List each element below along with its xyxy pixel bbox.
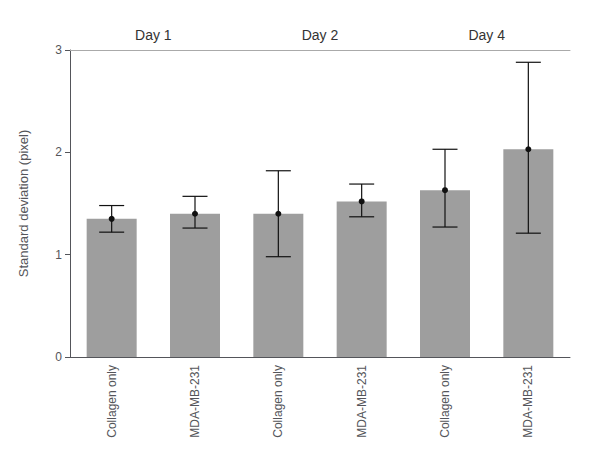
svg-text:3: 3 [55,43,62,57]
svg-text:0: 0 [55,350,62,364]
svg-text:MDA-MB-231: MDA-MB-231 [521,365,535,438]
svg-text:Standard deviation (pixel): Standard deviation (pixel) [16,130,31,277]
svg-text:2: 2 [55,145,62,159]
svg-text:Day 4: Day 4 [468,27,505,43]
svg-text:Collagen only: Collagen only [105,365,119,438]
svg-text:1: 1 [55,248,62,262]
svg-text:Day 2: Day 2 [302,27,339,43]
svg-text:Collagen only: Collagen only [438,365,452,438]
svg-text:Day 1: Day 1 [135,27,172,43]
svg-text:Collagen only: Collagen only [271,365,285,438]
svg-text:MDA-MB-231: MDA-MB-231 [355,365,369,438]
svg-text:MDA-MB-231: MDA-MB-231 [188,365,202,438]
